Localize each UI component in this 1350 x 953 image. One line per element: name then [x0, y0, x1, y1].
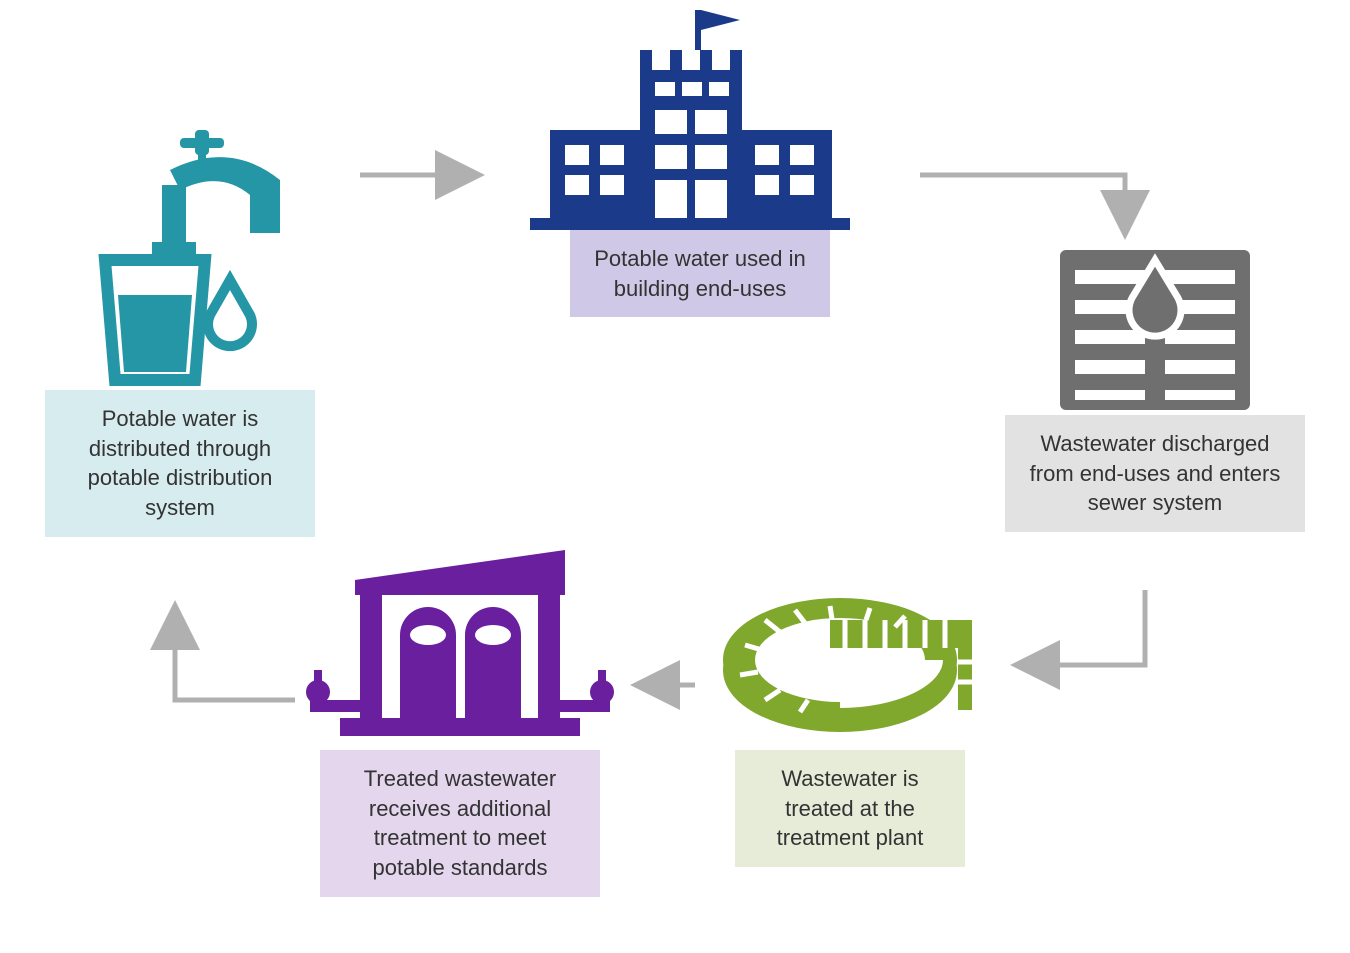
- sewer-grate-icon: [1050, 240, 1260, 415]
- node-treatment-caption: Wastewater is treated at the treatment p…: [735, 750, 965, 867]
- node-sewer-caption: Wastewater discharged from end-uses and …: [1005, 415, 1305, 532]
- advanced-treatment-icon: [300, 540, 620, 750]
- node-sewer: Wastewater discharged from end-uses and …: [1000, 240, 1310, 532]
- arrow-advanced-to-distribution: [175, 605, 295, 700]
- node-treatment: Wastewater is treated at the treatment p…: [700, 560, 1000, 867]
- node-building: Potable water used in building end-uses: [490, 0, 910, 317]
- node-advanced-caption: Treated wastewater receives additional t…: [320, 750, 600, 897]
- node-distribution-caption: Potable water is distributed through pot…: [45, 390, 315, 537]
- faucet-glass-icon: [40, 130, 320, 390]
- building-icon: [490, 0, 910, 230]
- node-advanced: Treated wastewater receives additional t…: [300, 540, 620, 897]
- arrow-sewer-to-treatment: [1015, 590, 1145, 665]
- arrow-building-to-sewer: [920, 175, 1125, 235]
- node-distribution: Potable water is distributed through pot…: [40, 130, 320, 537]
- treatment-clarifier-icon: [710, 560, 990, 750]
- node-building-caption: Potable water used in building end-uses: [570, 230, 830, 317]
